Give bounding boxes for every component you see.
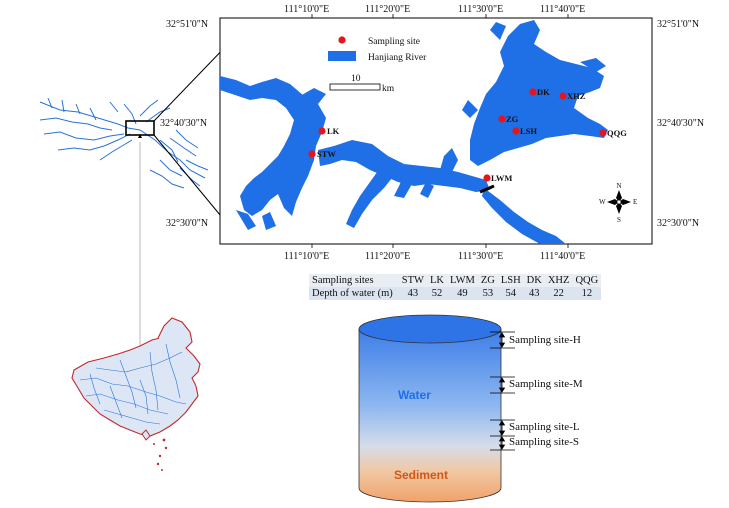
site-cell: ZG: [477, 274, 498, 287]
dam-line: [479, 184, 495, 194]
left-lat-label: 32°40'30"N: [160, 118, 207, 129]
site-marker-ZG: [498, 115, 506, 123]
legend-site-symbol: [338, 36, 346, 44]
legend-site-label: Sampling site: [368, 37, 420, 47]
coordinate-labels: 111°10'0"E 111°20'0"E 111°30'0"E 111°40'…: [160, 4, 704, 262]
depth-cell: 12: [572, 287, 602, 300]
site-marker-QQG: [599, 129, 607, 137]
site-marker-LSH: [512, 127, 520, 135]
sediment-label: Sediment: [394, 468, 449, 482]
left-lat-label: 32°51'0"N: [166, 19, 208, 30]
bottom-lon-label: 111°20'0"E: [365, 251, 410, 262]
depth-cell: 53: [477, 287, 498, 300]
site-label-XHZ: XHZ: [567, 91, 586, 101]
bottom-lon-label: 111°40'0"E: [540, 251, 585, 262]
site-label-QQG: QQG: [607, 128, 627, 138]
north-arrow: N S W E: [599, 182, 637, 224]
east-label: E: [633, 198, 637, 206]
dam-marker: [138, 134, 142, 138]
legend-river-label: Hanjiang River: [368, 53, 427, 63]
site-label-LWM: LWM: [491, 173, 512, 183]
site-cell: QQG: [572, 274, 602, 287]
table-row: Sampling sites STW LK LWM ZG LSH DK XHZ …: [309, 274, 602, 287]
site-label-ZG: ZG: [506, 114, 519, 124]
right-lat-label: 32°30'0"N: [657, 218, 699, 229]
sampling-sites: LK STW LWM ZG LSH DK XHZ QQG: [308, 87, 627, 183]
bottom-lon-label: 111°10'0"E: [284, 251, 329, 262]
site-cell: LWM: [446, 274, 478, 287]
depth-cell: 54: [497, 287, 524, 300]
site-label-DK: DK: [537, 87, 550, 97]
zoom-line-top: [153, 42, 230, 122]
level-label-S: Sampling site-S: [509, 436, 579, 448]
map-ticks: [311, 14, 569, 248]
depth-cell: 43: [398, 287, 427, 300]
scalebar: 10 km: [329, 74, 395, 94]
site-marker-LWM: [483, 174, 491, 182]
scalebar-unit: km: [382, 84, 395, 94]
row-label-depth: Depth of water (m): [309, 287, 399, 300]
water-column-cylinder: [358, 314, 502, 503]
level-label-L: Sampling site-L: [509, 421, 580, 433]
site-marker-LK: [318, 127, 326, 135]
level-label-H: Sampling site-H: [509, 334, 581, 346]
left-lat-label: 32°30'0"N: [166, 218, 208, 229]
site-label-STW: STW: [317, 149, 336, 159]
level-label-M: Sampling site-M: [509, 378, 583, 390]
south-label: S: [617, 216, 621, 224]
depth-table: Sampling sites STW LK LWM ZG LSH DK XHZ …: [309, 274, 602, 300]
sampling-level-brackets: [490, 331, 515, 451]
west-label: W: [599, 198, 606, 206]
right-lat-label: 32°51'0"N: [657, 19, 699, 30]
top-lon-label: 111°30'0"E: [458, 4, 503, 15]
depth-cell: 49: [446, 287, 478, 300]
depth-cell: 43: [523, 287, 545, 300]
water-label: Water: [398, 388, 431, 402]
site-cell: LSH: [497, 274, 524, 287]
right-lat-label: 32°40'30"N: [657, 118, 704, 129]
bottom-lon-label: 111°30'0"E: [458, 251, 503, 262]
site-marker-DK: [529, 88, 537, 96]
hanjiang-reservoir: [220, 20, 608, 244]
legend-river-symbol: [328, 51, 356, 61]
north-label: N: [617, 182, 622, 190]
site-marker-XHZ: [559, 92, 567, 100]
site-label-LSH: LSH: [520, 126, 537, 136]
site-cell: STW: [398, 274, 427, 287]
depth-cell: 52: [426, 287, 447, 300]
top-lon-label: 111°10'0"E: [284, 4, 329, 15]
site-marker-STW: [308, 150, 316, 158]
depth-cell: 22: [544, 287, 573, 300]
map-legend: Sampling site Hanjiang River: [328, 36, 427, 63]
site-cell: DK: [523, 274, 545, 287]
row-label-sites: Sampling sites: [309, 274, 399, 287]
scalebar-value: 10: [351, 74, 361, 84]
table-row: Depth of water (m) 43 52 49 53 54 43 22 …: [309, 287, 602, 300]
top-lon-label: 111°20'0"E: [365, 4, 410, 15]
site-cell: XHZ: [544, 274, 573, 287]
overview-river-network: [39, 97, 209, 189]
china-map: [71, 317, 201, 471]
site-label-LK: LK: [327, 126, 340, 136]
top-lon-label: 111°40'0"E: [540, 4, 585, 15]
site-cell: LK: [426, 274, 447, 287]
